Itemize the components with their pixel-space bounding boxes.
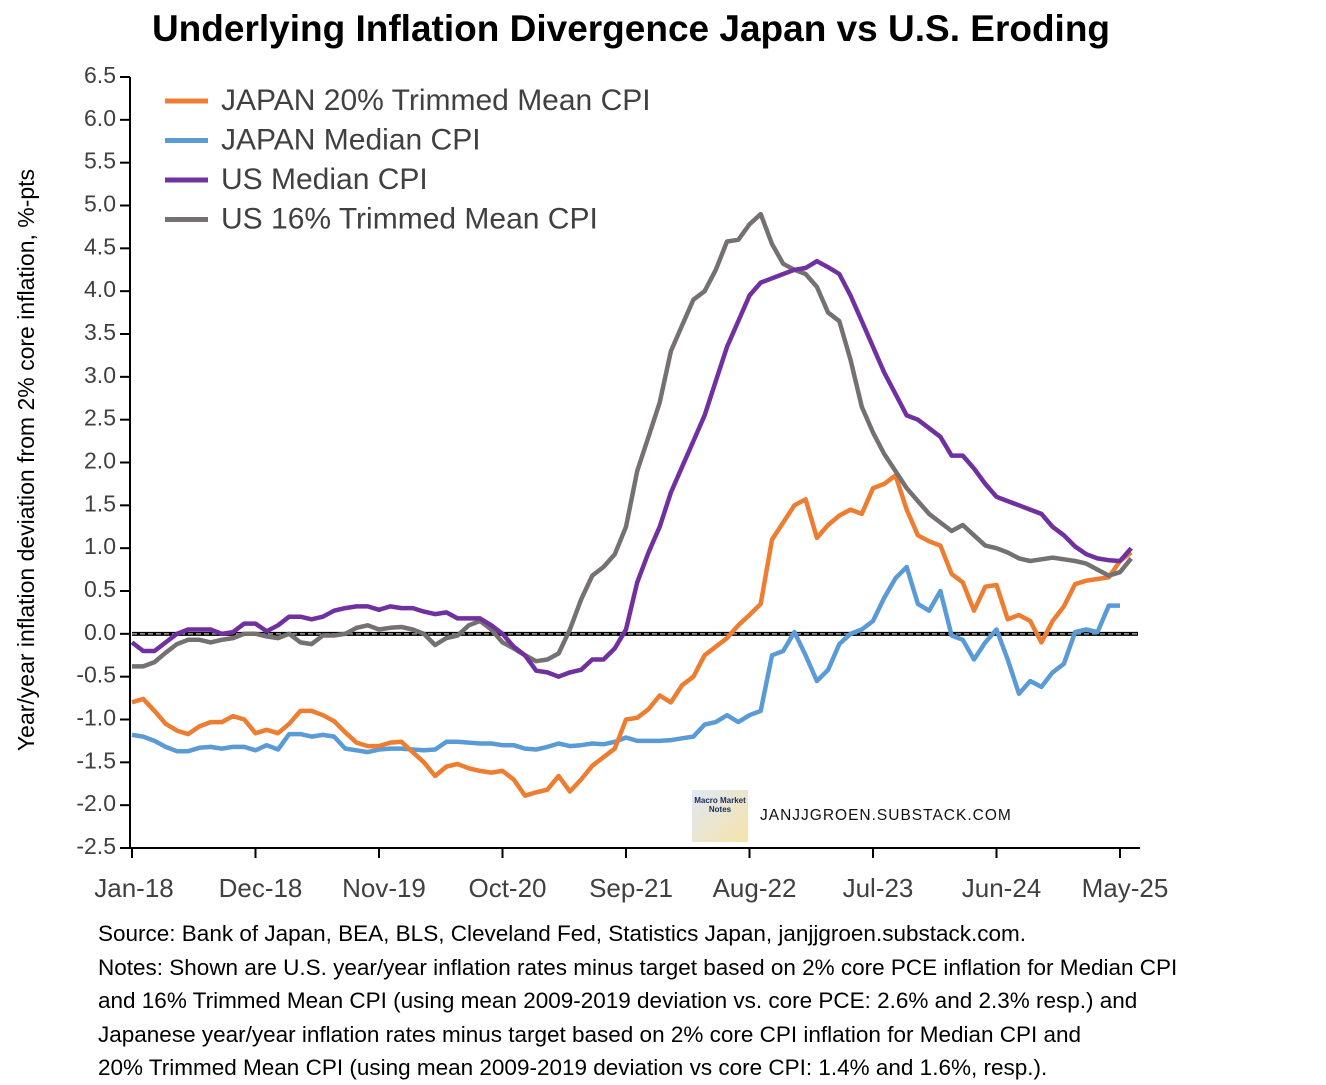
x-tick-label: Sep-21 (589, 873, 673, 903)
y-tick-label: 3.0 (84, 362, 116, 388)
y-tick-label: 5.5 (84, 148, 116, 174)
y-tick-label: 3.5 (84, 319, 116, 345)
y-tick-label: 2.5 (84, 405, 116, 431)
x-tick-label: Nov-19 (342, 873, 426, 903)
x-tick-label: Jun-24 (962, 873, 1042, 903)
source-line: Source: Bank of Japan, BEA, BLS, Clevela… (98, 917, 1177, 951)
x-tick-label: Jan-18 (94, 873, 174, 903)
notes-line: Notes: Shown are U.S. year/year inflatio… (98, 951, 1177, 985)
legend-label: JAPAN 20% Trimmed Mean CPI (221, 84, 651, 117)
y-tick-label: 4.0 (84, 276, 116, 302)
y-tick-label: 1.0 (84, 533, 116, 559)
macro-market-notes-logo: Macro Market Notes (692, 790, 748, 842)
watermark-site: JANJJGROEN.SUBSTACK.COM (760, 807, 1012, 825)
y-tick-label: 6.0 (84, 105, 116, 131)
x-tick-label: May-25 (1082, 873, 1169, 903)
y-tick-label: 6.5 (84, 62, 116, 88)
x-tick-label: Aug-22 (713, 873, 797, 903)
notes-line: Japanese year/year inflation rates minus… (98, 1018, 1177, 1052)
legend-label: JAPAN Median CPI (221, 123, 481, 156)
source-notes: Source: Bank of Japan, BEA, BLS, Clevela… (98, 917, 1177, 1085)
y-tick-label: -0.5 (76, 662, 116, 688)
y-tick-label: 5.0 (84, 191, 116, 217)
series-line-us-median-cpi (132, 261, 1131, 677)
x-tick-label: Oct-20 (468, 873, 546, 903)
y-tick-label: -2.5 (76, 833, 116, 859)
y-tick-label: 2.0 (84, 448, 116, 474)
notes-line: and 16% Trimmed Mean CPI (using mean 200… (98, 984, 1177, 1018)
x-tick-label: Jul-23 (843, 873, 914, 903)
y-tick-label: 4.5 (84, 233, 116, 259)
y-tick-label: 1.5 (84, 490, 116, 516)
y-tick-label: -1.5 (76, 747, 116, 773)
x-tick-label: Dec-18 (219, 873, 303, 903)
y-tick-label: 0.5 (84, 576, 116, 602)
legend-label: US Median CPI (221, 163, 428, 196)
y-tick-label: -1.0 (76, 705, 116, 731)
y-tick-label: 0.0 (84, 619, 116, 645)
y-tick-label: -2.0 (76, 790, 116, 816)
legend-label: US 16% Trimmed Mean CPI (221, 202, 598, 235)
logo-text: Macro Market Notes (692, 796, 748, 814)
y-axis-label: Year/year inflation deviation from 2% co… (13, 169, 39, 751)
